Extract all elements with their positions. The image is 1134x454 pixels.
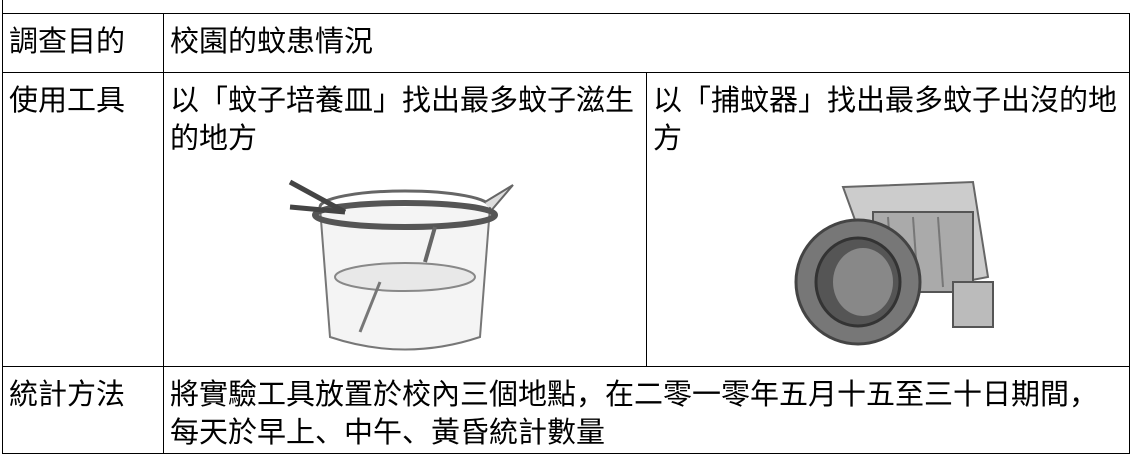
row-header: 統計方法 bbox=[2, 366, 164, 454]
table-row: 使用工具 以「蚊子培養皿」找出最多蚊子滋生的地方 以「捕蚊器」找出最多蚊子出沒的… bbox=[2, 72, 1130, 367]
cell-text: 以「捕蚊器」找出最多蚊子出沒的地方 bbox=[653, 83, 1118, 155]
petri-beaker-illustration bbox=[288, 179, 514, 351]
table-row: 調查目的 校園的蚊患情況 bbox=[2, 13, 1130, 73]
mosquito-trap-illustration bbox=[794, 180, 994, 346]
edge-mark bbox=[2, 0, 3, 13]
cell: 以「捕蚊器」找出最多蚊子出沒的地方 bbox=[646, 72, 1130, 367]
cell: 將實驗工具放置於校內三個地點，在二零一零年五月十五至三十日期間，每天於早上、中午… bbox=[163, 366, 1130, 454]
survey-table: 調查目的 校園的蚊患情況 使用工具 以「蚊子培養皿」找出最多蚊子滋生的地方 以「… bbox=[2, 13, 1130, 454]
cell: 校園的蚊患情況 bbox=[163, 13, 1130, 73]
cell: 以「蚊子培養皿」找出最多蚊子滋生的地方 bbox=[163, 72, 647, 367]
table-row: 統計方法 將實驗工具放置於校內三個地點，在二零一零年五月十五至三十日期間，每天於… bbox=[2, 366, 1130, 454]
cell-text: 以「蚊子培養皿」找出最多蚊子滋生的地方 bbox=[170, 83, 635, 155]
row-header: 調查目的 bbox=[2, 13, 164, 73]
row-header: 使用工具 bbox=[2, 72, 164, 367]
